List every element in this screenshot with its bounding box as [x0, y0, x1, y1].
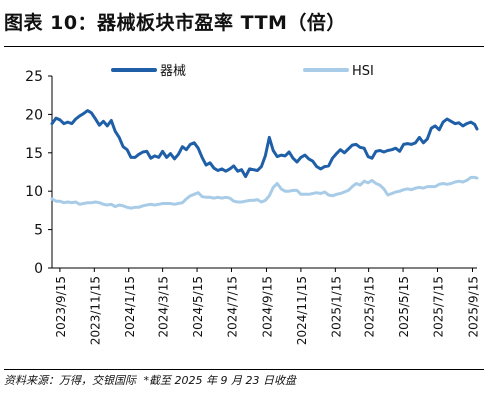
series-line-device: [50, 109, 479, 179]
x-tick-label: 2025/7/15: [431, 276, 445, 338]
x-tick-label: 2024/3/15: [157, 276, 171, 338]
as-of-note: *截至 2025 年 9 月 23 日收盘: [143, 374, 296, 387]
series-line-hsi: [50, 175, 479, 210]
source-divider: [4, 369, 484, 370]
x-tick-label: 2024/7/15: [225, 276, 239, 338]
x-tick-label: 2025/5/15: [397, 276, 411, 338]
source-note: 资料来源：万得，交银国际 *截至 2025 年 9 月 23 日收盘: [4, 372, 300, 388]
x-tick-label: 2024/1/15: [123, 276, 137, 338]
figure-title: 图表 10：器械板块市盈率 TTM（倍）: [4, 12, 346, 34]
y-tick-label: 0: [34, 261, 43, 277]
source-text: 资料来源：万得，交银国际: [4, 374, 136, 387]
x-tick-label: 2025/3/15: [363, 276, 377, 338]
x-tick-label: 2025/9/15: [466, 276, 480, 338]
x-tick-label: 2025/1/15: [329, 276, 343, 338]
x-tick-label: 2024/11/15: [295, 276, 309, 345]
x-tick-label: 2024/5/15: [191, 276, 205, 338]
y-tick-label: 5: [34, 223, 43, 239]
x-tick-label: 2023/9/15: [54, 276, 68, 338]
legend-label-device: 器械: [160, 64, 186, 79]
y-tick-label: 25: [25, 69, 43, 85]
x-tick-label: 2023/11/15: [88, 276, 102, 345]
x-tick-label: 2024/9/15: [260, 276, 274, 338]
y-tick-label: 20: [25, 107, 43, 123]
y-tick-label: 10: [25, 184, 43, 200]
legend-label-hsi: HSI: [352, 64, 374, 79]
y-tick-label: 15: [25, 146, 43, 162]
title-divider: [4, 46, 484, 47]
